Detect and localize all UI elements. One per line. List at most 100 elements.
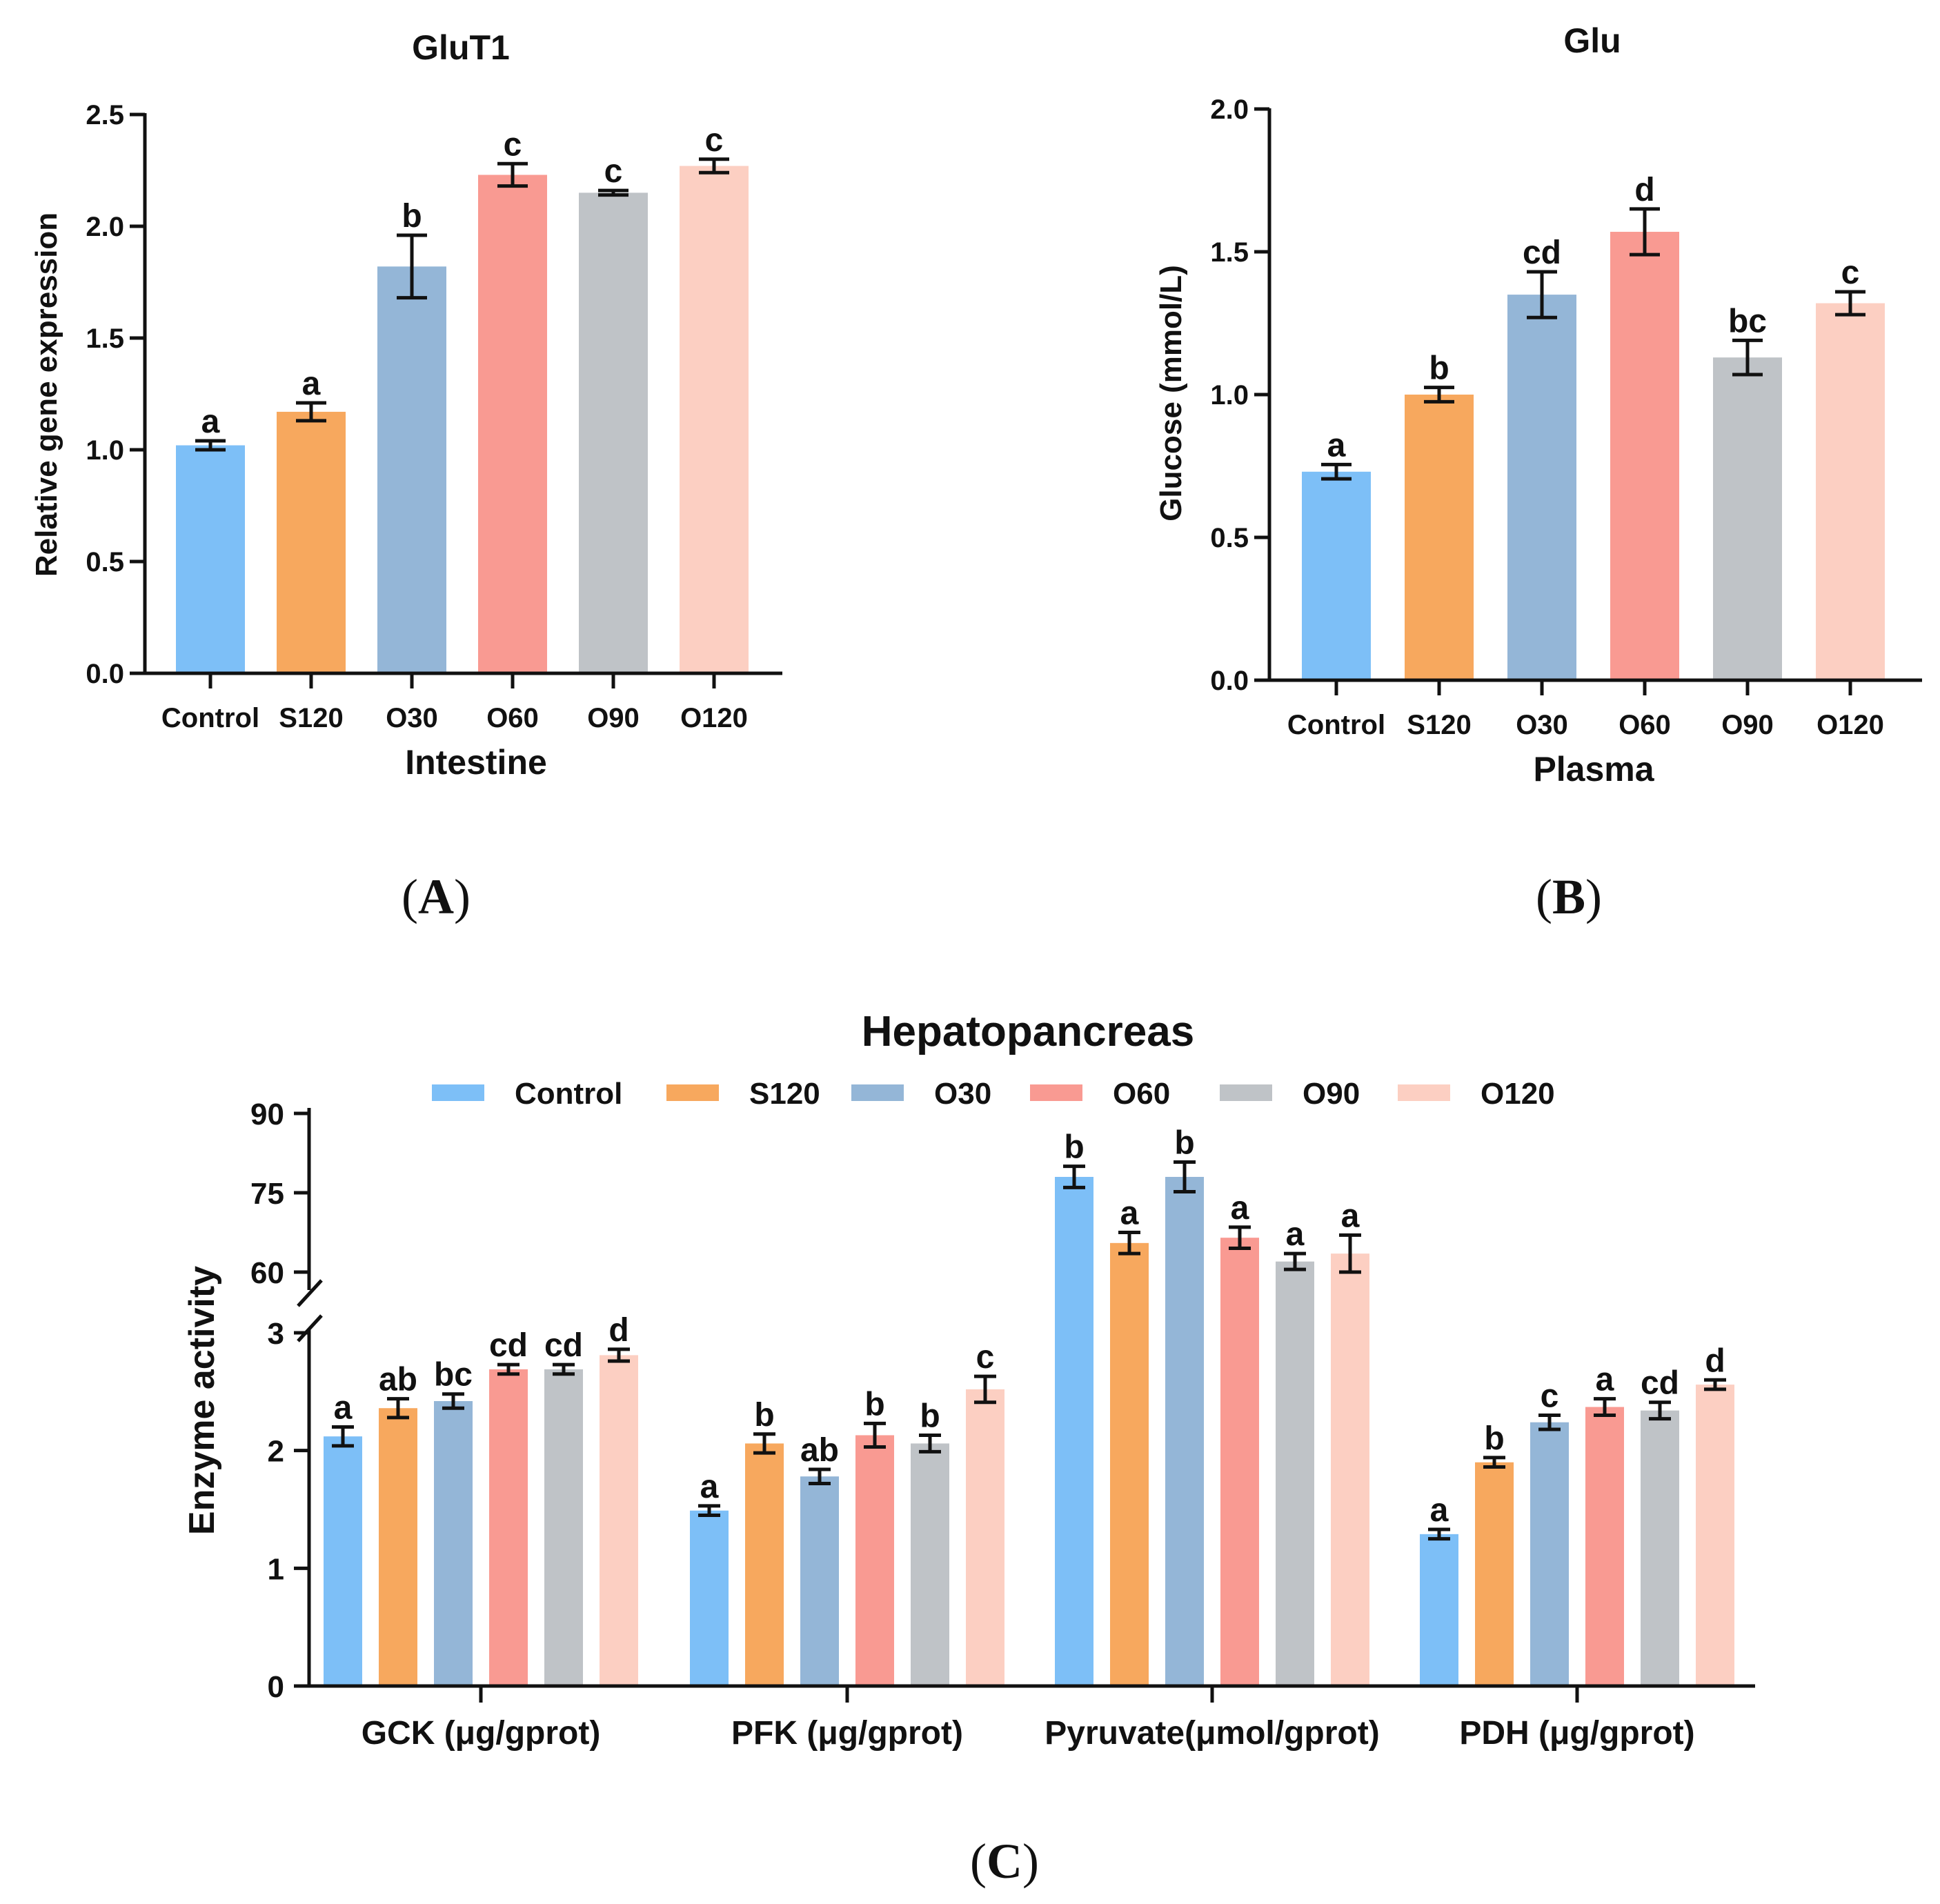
chart-c-y-tick-label: 90 bbox=[250, 1098, 284, 1131]
chart-c-error-bar bbox=[698, 1504, 720, 1518]
chart-c-bar-o30 bbox=[800, 1476, 839, 1686]
chart-b-glu: Glu Glucose (mmol/L) Plasma 0.0 0.5 1.0 1.5… bbox=[1154, 21, 1922, 789]
chart-c-bar-o60 bbox=[1585, 1407, 1624, 1686]
chart-c-significance-label: b bbox=[1064, 1129, 1084, 1166]
chart-b-significance-label: bc bbox=[1728, 303, 1767, 339]
chart-a-gluT1: GluT1 Relative gene expression Intestine… bbox=[30, 28, 782, 782]
chart-b-error-bar bbox=[1424, 386, 1454, 404]
chart-a-y-tick-label: 1.0 bbox=[86, 435, 124, 466]
chart-a-title: GluT1 bbox=[412, 28, 510, 67]
chart-c-error-bar bbox=[332, 1425, 354, 1448]
chart-a-x-tick-label: S120 bbox=[279, 703, 343, 733]
chart-c-significance-label: cd bbox=[544, 1327, 583, 1364]
chart-c-error-bar bbox=[753, 1432, 775, 1455]
chart-c-bar-o120 bbox=[1331, 1253, 1369, 1686]
chart-c-bar-s120 bbox=[1110, 1242, 1149, 1686]
chart-c-bar-control bbox=[1420, 1534, 1458, 1686]
chart-b-x-tick-label: O90 bbox=[1721, 710, 1774, 740]
chart-a-significance-label: c bbox=[705, 122, 724, 159]
chart-c-significance-label: ab bbox=[379, 1362, 417, 1398]
chart-c-error-bar bbox=[608, 1347, 630, 1363]
chart-b-significance-label: a bbox=[1327, 427, 1346, 464]
chart-a-x-tick-label: O120 bbox=[680, 703, 748, 733]
chart-c-significance-label: a bbox=[1120, 1196, 1139, 1232]
chart-c-significance-label: a bbox=[1286, 1216, 1305, 1253]
chart-b-x-tick-label: O30 bbox=[1516, 710, 1568, 740]
chart-c-bar-o120 bbox=[1696, 1385, 1734, 1686]
chart-c-x-tick-label: GCK (μg/gprot) bbox=[362, 1715, 601, 1752]
chart-c-y-tick-label: 60 bbox=[250, 1256, 284, 1290]
chart-b-x-axis-label: Plasma bbox=[1533, 750, 1654, 789]
chart-b-x-tick-label: Control bbox=[1287, 710, 1385, 740]
chart-c-significance-label: ab bbox=[800, 1432, 839, 1469]
chart-c-bar-o30 bbox=[1530, 1422, 1569, 1686]
chart-a-bar-o120 bbox=[680, 166, 749, 673]
chart-b-bar-o30 bbox=[1507, 295, 1576, 681]
legend-label-control: Control bbox=[515, 1077, 622, 1111]
chart-c-significance-label: a bbox=[1231, 1190, 1249, 1227]
chart-c-significance-label: b bbox=[1484, 1420, 1504, 1457]
chart-c-error-bar bbox=[1284, 1251, 1306, 1271]
chart-b-significance-label: c bbox=[1841, 255, 1860, 291]
chart-c-bar-o30 bbox=[434, 1400, 473, 1686]
chart-a-bar-o60 bbox=[478, 175, 547, 674]
chart-a-bar-o90 bbox=[579, 192, 648, 673]
chart-a-significance-label: c bbox=[504, 126, 522, 163]
legend-label-o120: O120 bbox=[1481, 1077, 1555, 1111]
chart-c-error-bar bbox=[1174, 1160, 1196, 1193]
chart-a-y-tick-label: 0.0 bbox=[86, 659, 124, 689]
legend-swatch-control bbox=[432, 1084, 484, 1101]
chart-c-error-bar bbox=[1594, 1397, 1616, 1417]
chart-a-y-tick-label: 2.0 bbox=[86, 212, 124, 242]
panel-label-c: (C) bbox=[970, 1834, 1039, 1889]
chart-c-bar-o60 bbox=[489, 1369, 528, 1686]
chart-c-significance-label: a bbox=[1596, 1362, 1614, 1398]
chart-a-x-tick-label: Control bbox=[161, 703, 259, 733]
chart-c-significance-label: a bbox=[700, 1469, 719, 1505]
chart-b-significance-label: cd bbox=[1523, 235, 1561, 271]
chart-b-y-axis-label: Glucose (mmol/L) bbox=[1154, 265, 1188, 522]
chart-c-bar-s120 bbox=[1475, 1462, 1514, 1686]
chart-b-title: Glu bbox=[1563, 21, 1621, 60]
chart-b-bar-control bbox=[1302, 471, 1371, 680]
chart-a-y-tick-label: 0.5 bbox=[86, 547, 124, 577]
chart-a-bar-control bbox=[176, 445, 245, 673]
chart-c-significance-label: bc bbox=[434, 1357, 473, 1394]
chart-a-error-bar bbox=[397, 233, 427, 300]
chart-a-bar-s120 bbox=[277, 411, 346, 673]
chart-c-significance-label: d bbox=[1705, 1342, 1725, 1379]
legend-swatch-o60 bbox=[1030, 1084, 1082, 1101]
chart-c-hepatopancreas: Hepatopancreas Enzyme activity Control S1… bbox=[182, 1008, 1755, 1752]
chart-c-significance-label: cd bbox=[1641, 1365, 1679, 1402]
chart-c-x-tick-label: Pyruvate(μmol/gprot) bbox=[1045, 1715, 1379, 1752]
chart-c-x-tick-label: PFK (μg/gprot) bbox=[731, 1715, 963, 1752]
chart-c-bar-o90 bbox=[1641, 1410, 1679, 1686]
chart-a-significance-label: a bbox=[201, 404, 220, 440]
chart-b-significance-label: d bbox=[1634, 172, 1654, 208]
panel-label-a: (A) bbox=[402, 869, 471, 924]
chart-c-bar-o90 bbox=[1276, 1261, 1314, 1686]
chart-c-bar-o120 bbox=[600, 1355, 638, 1686]
chart-b-bar-s120 bbox=[1405, 395, 1474, 680]
chart-c-axis-break bbox=[297, 1279, 323, 1342]
chart-c-significance-label: b bbox=[1174, 1125, 1194, 1162]
chart-c-bar-control bbox=[324, 1436, 362, 1686]
chart-c-error-bar bbox=[1428, 1527, 1450, 1541]
chart-b-y-tick-label: 2.0 bbox=[1210, 95, 1249, 125]
chart-c-y-tick-label: 1 bbox=[268, 1552, 284, 1586]
chart-a-y-tick-label: 2.5 bbox=[86, 100, 124, 130]
chart-c-significance-label: b bbox=[754, 1397, 774, 1434]
chart-c-significance-label: c bbox=[1541, 1378, 1559, 1414]
chart-c-legend: Control S120 O30 O60 O90 O120 bbox=[432, 1077, 1555, 1111]
chart-c-y-tick-label: 75 bbox=[250, 1177, 284, 1211]
chart-c-error-bar bbox=[1063, 1164, 1085, 1189]
chart-a-significance-label: a bbox=[302, 366, 321, 402]
chart-c-significance-label: cd bbox=[489, 1327, 528, 1364]
legend-swatch-o90 bbox=[1220, 1084, 1272, 1101]
chart-a-error-bar bbox=[195, 439, 226, 452]
chart-c-error-bar bbox=[919, 1433, 941, 1454]
chart-a-y-tick-label: 1.5 bbox=[86, 324, 124, 354]
chart-c-bar-control bbox=[1055, 1177, 1093, 1686]
chart-c-error-bar bbox=[1704, 1378, 1726, 1391]
chart-c-error-bar bbox=[442, 1392, 464, 1410]
